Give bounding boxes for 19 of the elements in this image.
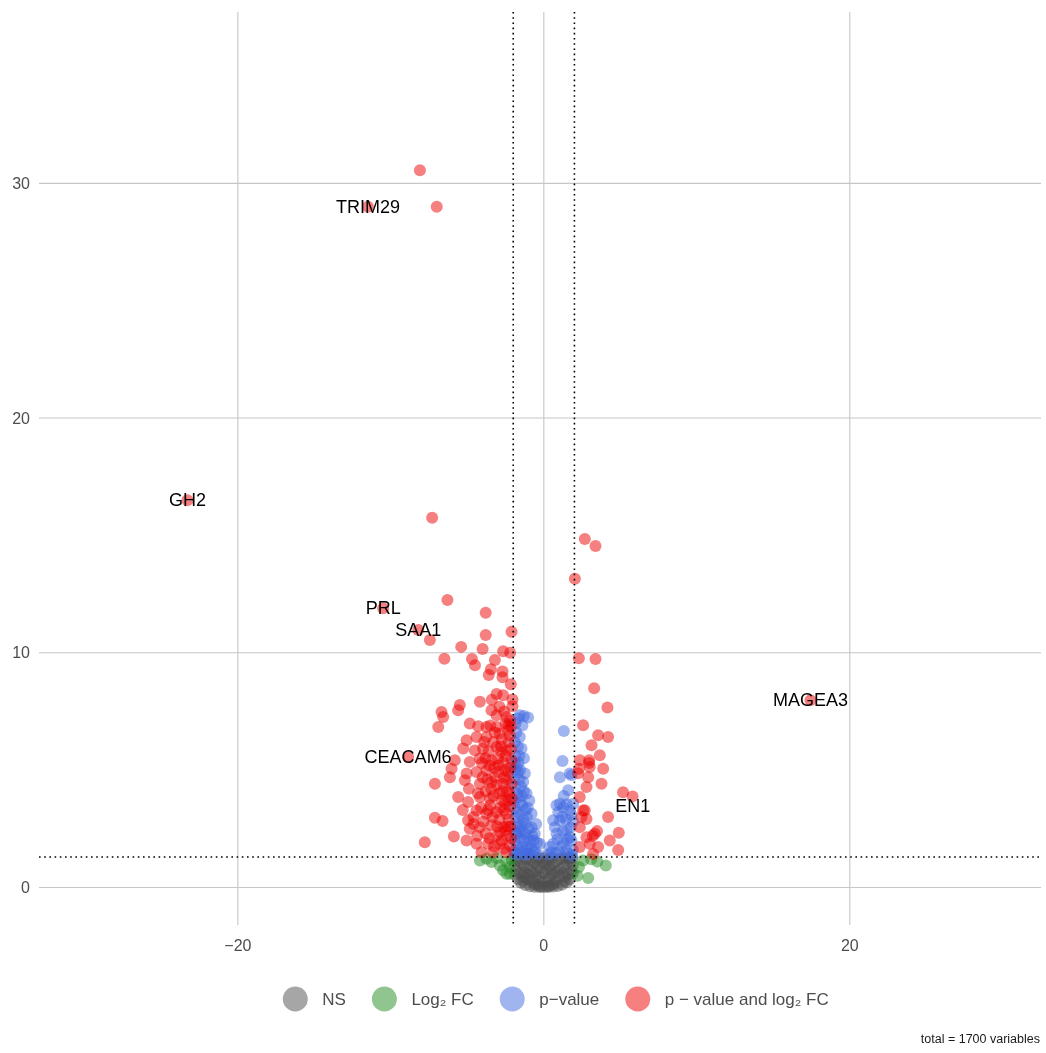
x-tick-label: 20 (840, 936, 859, 954)
text: total = 1700 variables (920, 1032, 1040, 1046)
y-tick-label: 0 (21, 878, 31, 896)
annotation: CEACAM6 (364, 746, 452, 767)
legend-label: Log₂ FC (411, 989, 474, 1009)
y-tick-label: 30 (12, 174, 31, 192)
annotation: PRL (365, 598, 401, 619)
x-tick-label: 0 (539, 936, 549, 954)
x-tick-label: −20 (224, 936, 252, 954)
annotation: MAGEA3 (772, 690, 848, 711)
annotation: SAA1 (395, 619, 442, 640)
legend-label: p−value (539, 989, 600, 1009)
legend-label: NS (322, 989, 346, 1009)
y-tick-label: 10 (12, 644, 31, 662)
annotation: TRIM29 (335, 196, 400, 217)
annotation: EN1 (615, 796, 651, 817)
y-tick-label: 20 (12, 409, 31, 427)
annotation: GH2 (168, 490, 206, 511)
legend-label: p − value and log₂ FC (664, 989, 829, 1009)
